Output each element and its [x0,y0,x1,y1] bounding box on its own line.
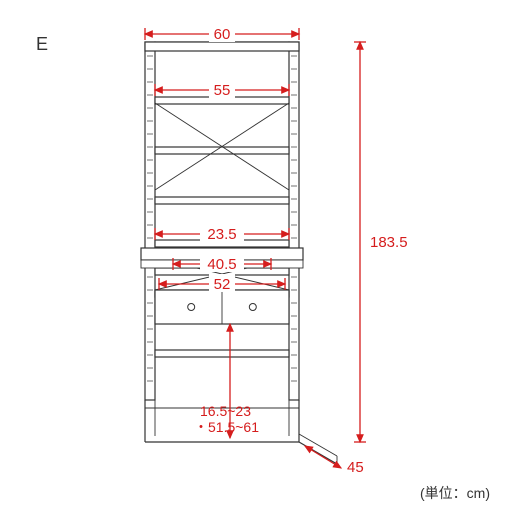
dimension-drawing: E 60 55 23.5 40.5 52 183.5 45 16.5~23・51.5~61 (単位… [0,0,512,512]
shelf [155,350,289,357]
drawer-knob-icon [188,304,195,311]
dim-value-height: 183.5 [370,234,408,251]
drawer-knob-icon [249,304,256,311]
dim-line-depth [305,446,341,468]
model-letter: E [36,34,48,54]
dim-value-width: 60 [214,26,231,43]
shelf [155,147,289,154]
dim-value-w405: 40.5 [207,256,236,273]
dim-value-adjustable-2: ・51.5~61 [194,419,259,435]
shelf [155,197,289,204]
dim-value-adjustable-1: 16.5~23 [200,403,251,419]
dim-value-w55: 55 [214,82,231,99]
dim-value-depth: 45 [347,459,364,476]
dim-value-w52: 52 [214,276,231,293]
dim-value-w235: 23.5 [207,226,236,243]
unit-label: (単位：cm) [420,485,490,501]
